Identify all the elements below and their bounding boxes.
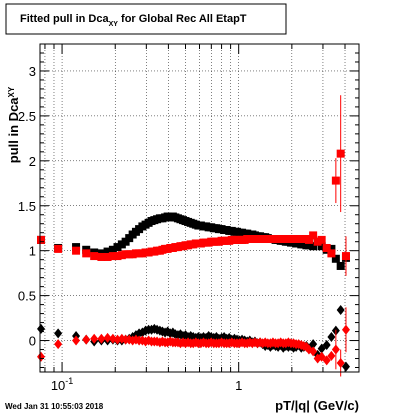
data-point-square [108, 252, 117, 261]
data-point-diamond [322, 355, 331, 366]
y-tick-label: 0.5 [18, 289, 36, 304]
data-point-diamond [336, 304, 345, 315]
data-point-square [113, 252, 122, 261]
data-point-square [327, 244, 336, 253]
title-subscript: XY [109, 21, 119, 28]
data-point-square [103, 252, 112, 261]
data-point-square [304, 241, 313, 250]
y-tick-label: 0 [29, 334, 36, 349]
data-point-diamond [309, 339, 318, 350]
data-point-square [309, 231, 318, 240]
data-point-diamond [327, 331, 336, 342]
data-point-diamond [327, 350, 336, 361]
data-point-diamond [341, 361, 350, 372]
x-tick-label-base: 10 [51, 378, 65, 393]
timestamp: Wed Jan 31 10:55:03 2018 [5, 402, 104, 411]
data-point-square [90, 252, 99, 261]
title-box [5, 3, 287, 35]
y-tick-label: 2 [29, 154, 36, 169]
data-point-square [97, 252, 106, 261]
data-point-square [309, 242, 318, 251]
data-point-diamond [309, 346, 318, 357]
data-point-square [331, 176, 340, 185]
data-point-diamond [322, 340, 331, 351]
data-point-square [72, 246, 81, 255]
data-point-square [304, 235, 313, 244]
chart-title: Fitted pull in DcaXY for Global Rec All … [20, 13, 247, 28]
axes: 0 0.5 1 1.5 2 2.5 3 10-1 1 [18, 43, 359, 393]
data-point-square [313, 237, 322, 246]
data-point-square [317, 242, 326, 251]
data-point-diamond [331, 344, 340, 355]
x-tick-label: 1 [235, 378, 242, 393]
data-point-square [103, 247, 112, 256]
data-point-square [37, 235, 46, 244]
data-point-diamond [103, 332, 112, 343]
y-tick-label: 1.5 [18, 199, 36, 214]
y-axis-label-subscript: XY [7, 86, 16, 97]
data-point-diamond [72, 335, 81, 346]
data-marks [37, 95, 350, 377]
y-tick-label: 3 [29, 64, 36, 79]
data-point-diamond [97, 333, 106, 344]
data-point-diamond [54, 339, 63, 350]
data-point-square [113, 243, 122, 252]
data-point-square [82, 249, 91, 258]
data-point-diamond [336, 358, 345, 369]
y-tick-label: 1 [29, 244, 36, 259]
x-tick-label: 10-1 [51, 376, 73, 393]
title-main: Fitted pull in Dca [20, 13, 109, 25]
title-rest: for Global Rec All EtapT [118, 13, 247, 25]
y-axis-label: pull in DcaXY [6, 86, 21, 163]
data-point-square [331, 254, 340, 263]
data-point-diamond [90, 333, 99, 344]
y-axis-label-main: pull in Dca [6, 97, 21, 164]
data-point-square [336, 261, 345, 270]
data-point-square [336, 149, 345, 158]
x-axis-label: pT/|q| (GeV/c) [275, 398, 359, 413]
data-point-square [317, 235, 326, 244]
data-point-diamond [341, 324, 350, 335]
y-tick-label: 2.5 [18, 109, 36, 124]
data-point-square [341, 252, 350, 261]
data-point-square [327, 249, 336, 258]
data-point-diamond [82, 334, 91, 345]
data-point-diamond [37, 351, 46, 362]
data-point-square [322, 243, 331, 252]
data-point-square [54, 244, 63, 253]
data-point-square [108, 245, 117, 254]
data-point-diamond [54, 328, 63, 339]
x-tick-label-exponent: -1 [65, 376, 73, 386]
